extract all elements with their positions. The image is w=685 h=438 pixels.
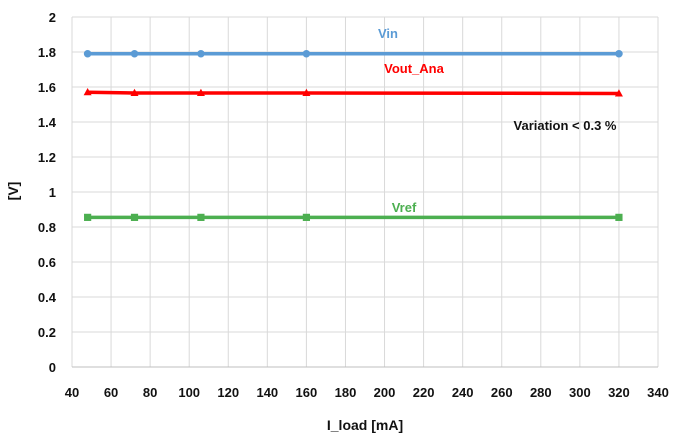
x-tick-label: 180 [335,385,357,400]
data-point-vin [130,49,139,58]
y-tick-label: 0 [49,360,56,375]
data-point-vin [197,49,205,58]
data-point-vout_ana [614,89,623,97]
grid-layer [71,16,659,368]
data-point-vin [302,49,311,58]
y-tick-label: 0.6 [38,255,56,270]
x-tick-label: 300 [569,385,591,400]
y-axis-title: [V] [5,182,21,201]
x-tick-label: 260 [491,385,513,400]
series-label-vref: Vref [392,200,417,215]
series-label-vout: Vout_Ana [384,61,444,76]
data-point-vout_ana [83,88,92,96]
x-tick-label: 320 [608,385,630,400]
x-tick-label: 140 [256,385,278,400]
x-tick-label: 60 [104,385,118,400]
variation-annotation: Variation < 0.3 % [514,118,617,133]
data-point-vref [130,213,139,221]
y-tick-label: 1.6 [38,80,56,95]
x-axis-title: I_load [mA] [327,417,403,433]
data-point-vout_ana [130,88,139,96]
data-point-vin [83,49,92,58]
data-point-vin [615,49,623,58]
x-tick-label: 120 [217,385,239,400]
y-tick-label: 1.2 [38,150,56,165]
data-point-vout_ana [196,88,205,96]
y-tick-label: 1.4 [38,115,57,130]
x-tick-label: 240 [452,385,474,400]
series-layer [83,49,623,221]
data-point-vref [615,213,623,221]
y-tick-label: 0.8 [38,220,56,235]
x-tick-label: 80 [143,385,157,400]
x-tick-label: 220 [413,385,435,400]
series-line-vout_ana [85,90,621,96]
y-tick-label: 1 [49,185,56,200]
y-tick-label: 2 [49,10,56,25]
series-label-vin: Vin [378,26,398,41]
data-point-vref [84,213,92,221]
y-tick-label: 0.2 [38,325,56,340]
x-tick-label: 200 [374,385,396,400]
y-tick-label: 0.4 [38,290,57,305]
x-tick-label: 40 [65,385,79,400]
x-tick-label: 160 [296,385,318,400]
x-tick-label: 280 [530,385,552,400]
data-point-vref [302,213,310,221]
x-tick-label: 100 [178,385,200,400]
x-tick-label: 340 [647,385,669,400]
data-point-vout_ana [302,88,311,96]
y-tick-label: 1.8 [38,45,56,60]
data-point-vref [197,213,205,221]
